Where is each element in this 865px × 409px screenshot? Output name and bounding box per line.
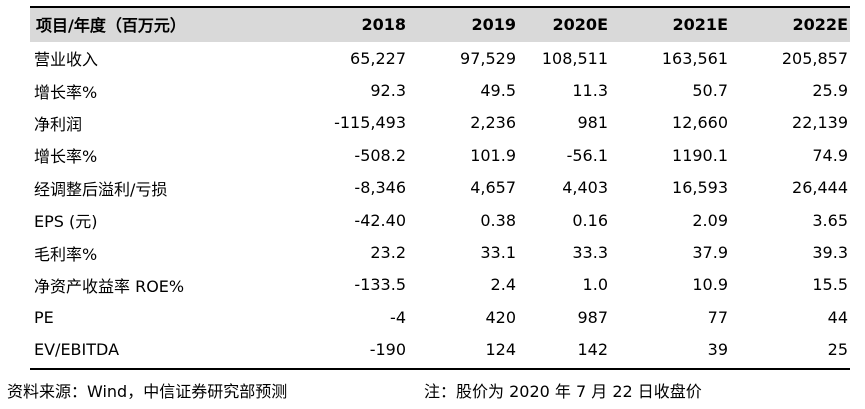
table-row: 净利润 -115,493 2,236 981 12,660 22,139 — [30, 107, 850, 139]
row-label: 毛利率% — [34, 244, 98, 264]
table-bottom-rule — [30, 368, 850, 370]
table-cell: 50.7 — [692, 81, 728, 101]
header-2018: 2018 — [361, 14, 406, 34]
table-cell: -4 — [390, 307, 406, 327]
header-2019: 2019 — [471, 14, 516, 34]
table-cell: -133.5 — [354, 275, 406, 295]
table-cell: 92.3 — [370, 81, 406, 101]
table-row: 增长率% 92.3 49.5 11.3 50.7 25.9 — [30, 74, 850, 106]
header-item: 项目/年度（百万元） — [36, 16, 186, 35]
row-label: 经调整后溢利/亏损 — [34, 179, 168, 199]
table-cell: 97,529 — [460, 48, 516, 68]
row-label: 净资产收益率 ROE% — [34, 276, 185, 296]
table-top-rule — [30, 6, 850, 8]
table-cell: 39 — [707, 340, 728, 360]
row-label: 净利润 — [34, 114, 83, 134]
row-label: 增长率% — [34, 147, 98, 167]
table-row: EPS (元) -42.40 0.38 0.16 2.09 3.65 — [30, 204, 850, 236]
table-cell: -115,493 — [334, 113, 406, 133]
row-label: EPS (元) — [34, 212, 98, 232]
table-cell: 4,657 — [470, 178, 516, 198]
table-row: EV/EBITDA -190 124 142 39 25 — [30, 334, 850, 366]
table-cell: 205,857 — [781, 48, 848, 68]
table-cell: 10.9 — [692, 275, 728, 295]
table-cell: -42.40 — [354, 210, 406, 230]
table-cell: 65,227 — [350, 48, 406, 68]
table-header-row: 项目/年度（百万元） 2018 2019 2020E 2021E 2022E — [30, 6, 850, 42]
table-cell: 981 — [577, 113, 608, 133]
table-cell: 4,403 — [562, 178, 608, 198]
table-body: 营业收入 65,227 97,529 108,511 163,561 205,857 增长率… — [30, 42, 850, 366]
table-row: 净资产收益率 ROE% -133.5 2.4 1.0 10.9 15.5 — [30, 269, 850, 301]
table-row: 营业收入 65,227 97,529 108,511 163,561 205,857 — [30, 42, 850, 74]
table-cell: 33.3 — [572, 243, 608, 263]
table-cell: 23.2 — [370, 243, 406, 263]
table-cell: 37.9 — [692, 243, 728, 263]
header-2022e: 2022E — [792, 14, 848, 34]
table-cell: 25.9 — [812, 81, 848, 101]
table-cell: 163,561 — [661, 48, 728, 68]
table-cell: 22,139 — [792, 113, 848, 133]
row-label: 增长率% — [34, 82, 98, 102]
table-cell: 25 — [827, 340, 848, 360]
row-label: EV/EBITDA — [34, 340, 120, 360]
table-cell: 987 — [577, 307, 608, 327]
table-cell: 16,593 — [672, 178, 728, 198]
table-cell: 49.5 — [480, 81, 516, 101]
table-cell: 420 — [485, 307, 516, 327]
table-cell: 44 — [827, 307, 848, 327]
table-cell: 108,511 — [541, 48, 608, 68]
table-cell: 2.09 — [692, 210, 728, 230]
table-row: PE -4 420 987 77 44 — [30, 301, 850, 333]
table-cell: 12,660 — [672, 113, 728, 133]
table-cell: 39.3 — [812, 243, 848, 263]
table-cell: 26,444 — [792, 178, 848, 198]
table-cell: 15.5 — [812, 275, 848, 295]
table-cell: 3.65 — [812, 210, 848, 230]
table-cell: 142 — [577, 340, 608, 360]
source-note: 资料来源：Wind，中信证券研究部预测 — [7, 382, 288, 401]
table-cell: 124 — [485, 340, 516, 360]
table-cell: -8,346 — [354, 178, 406, 198]
financial-forecast-table: 项目/年度（百万元） 2018 2019 2020E 2021E 2022E 营… — [30, 6, 850, 366]
table-cell: -190 — [369, 340, 406, 360]
table-cell: -508.2 — [354, 145, 406, 165]
table-cell: 0.38 — [480, 210, 516, 230]
table-cell: -56.1 — [566, 145, 608, 165]
table-cell: 11.3 — [572, 81, 608, 101]
table-cell: 77 — [707, 307, 728, 327]
table-row: 毛利率% 23.2 33.1 33.3 37.9 39.3 — [30, 236, 850, 268]
table-row: 增长率% -508.2 101.9 -56.1 1190.1 74.9 — [30, 139, 850, 171]
table-cell: 74.9 — [812, 145, 848, 165]
table-cell: 1190.1 — [672, 145, 728, 165]
table-cell: 2,236 — [470, 113, 516, 133]
table-cell: 0.16 — [572, 210, 608, 230]
row-label: PE — [34, 307, 54, 327]
table-row: 经调整后溢利/亏损 -8,346 4,657 4,403 16,593 26,444 — [30, 172, 850, 204]
table-cell: 33.1 — [480, 243, 516, 263]
header-2021e: 2021E — [672, 14, 728, 34]
table-cell: 101.9 — [470, 145, 516, 165]
header-2020e: 2020E — [552, 14, 608, 34]
price-note: 注：股价为 2020 年 7 月 22 日收盘价 — [424, 382, 702, 401]
table-cell: 1.0 — [582, 275, 608, 295]
financial-table-container: 项目/年度（百万元） 2018 2019 2020E 2021E 2022E 营… — [30, 6, 850, 366]
row-label: 营业收入 — [34, 50, 99, 70]
table-cell: 2.4 — [490, 275, 516, 295]
